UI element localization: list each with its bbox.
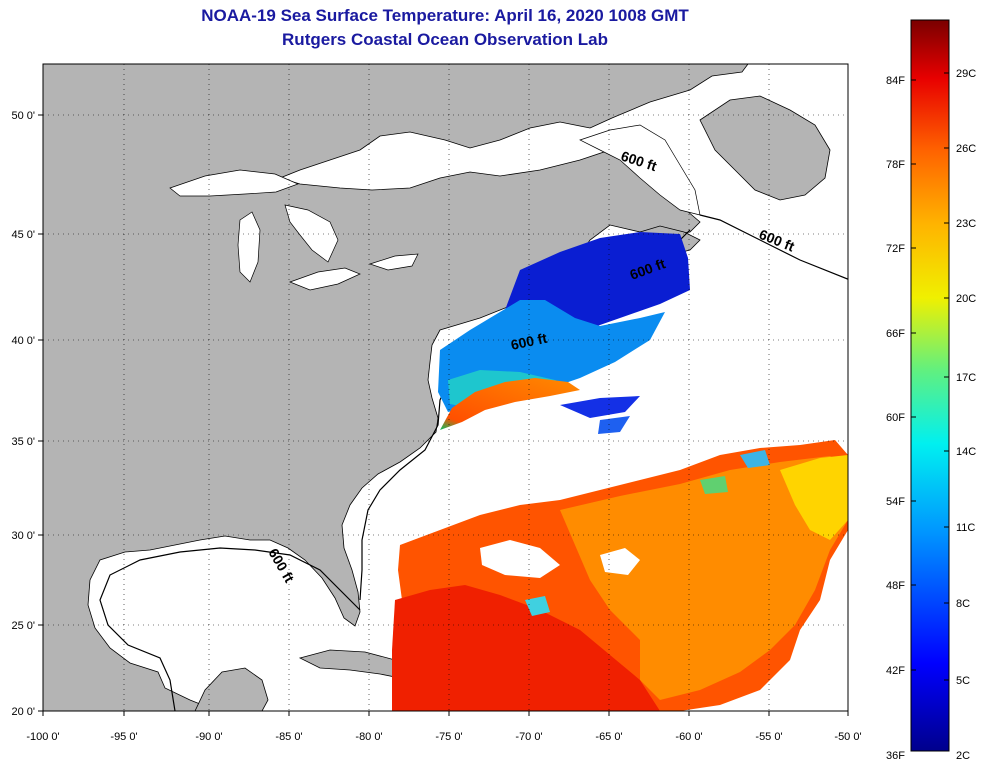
sst-red-region xyxy=(392,585,660,711)
colorbar-f-label: 84F xyxy=(886,75,905,87)
lat-label: 40 0' xyxy=(11,335,35,347)
map-title: NOAA-19 Sea Surface Temperature: April 1… xyxy=(201,6,689,25)
colorbar-c-label: 14C xyxy=(956,446,976,458)
colorbar-c-label: 5C xyxy=(956,675,970,687)
sst-orange-region xyxy=(560,456,848,700)
lat-label: 35 0' xyxy=(11,436,35,448)
lat-label: 45 0' xyxy=(11,229,35,241)
lat-label: 50 0' xyxy=(11,110,35,122)
colorbar-f-label: 72F xyxy=(886,243,905,255)
lon-label: -50 0' xyxy=(834,731,861,743)
colorbar-c-label: 8C xyxy=(956,598,970,610)
cloud-gap-2 xyxy=(600,548,640,575)
lon-label: -65 0' xyxy=(595,731,622,743)
lon-label: -80 0' xyxy=(355,731,382,743)
lat-label: 30 0' xyxy=(11,530,35,542)
colorbar-c-label: 29C xyxy=(956,68,976,80)
sst-gulf-stream xyxy=(440,378,580,430)
colorbar-f-label: 66F xyxy=(886,328,905,340)
contour-label: 600 ft xyxy=(509,330,548,353)
lon-label: -70 0' xyxy=(515,731,542,743)
lon-label: -90 0' xyxy=(195,731,222,743)
map-frame xyxy=(42,63,849,712)
great-lakes xyxy=(169,169,419,291)
sst-green-patch xyxy=(700,476,728,494)
land-newfoundland xyxy=(699,95,831,201)
colorbar-c-label: 2C xyxy=(956,750,970,762)
lon-label: -75 0' xyxy=(435,731,462,743)
gridlines xyxy=(43,64,848,711)
land-north-america xyxy=(43,64,749,711)
lon-label: -55 0' xyxy=(755,731,782,743)
colorbar-f-label: 48F xyxy=(886,580,905,592)
colorbar-f-label: 60F xyxy=(886,412,905,424)
colorbar-f-label: 36F xyxy=(886,750,905,762)
colorbar-c-label: 23C xyxy=(956,218,976,230)
sst-cyan-patch-2 xyxy=(740,450,770,468)
colorbar-c-label: 26C xyxy=(956,143,976,155)
map-subtitle: Rutgers Coastal Ocean Observation Lab xyxy=(282,30,608,49)
colorbar-c-label: 11C xyxy=(956,522,975,534)
colorbar-celsius-labels: 29C 26C 23C 20C 17C 14C 11C 8C 5C 2C xyxy=(956,68,976,762)
lat-label: 25 0' xyxy=(11,620,35,632)
colorbar-fahrenheit-labels: 84F 78F 72F 66F 60F 54F 48F 42F 36F xyxy=(886,75,905,762)
sst-patch-blue-2 xyxy=(598,416,630,434)
lat-label: 20 0' xyxy=(11,706,35,718)
land-yucatan xyxy=(194,667,269,711)
lon-label: -85 0' xyxy=(275,731,302,743)
colorbar-f-label: 78F xyxy=(886,159,905,171)
lon-label: -60 0' xyxy=(675,731,702,743)
lon-label: -95 0' xyxy=(110,731,137,743)
colorbar xyxy=(910,19,950,752)
lon-label: -100 0' xyxy=(26,731,59,743)
colorbar-f-label: 42F xyxy=(886,665,905,677)
sst-cyan-patch xyxy=(525,596,550,616)
colorbar-c-label: 17C xyxy=(956,372,976,384)
colorbar-c-label: 20C xyxy=(956,293,976,305)
sst-yellow-region xyxy=(780,455,848,540)
longitude-labels: -100 0' -95 0' -90 0' -85 0' -80 0' -75 0' -70… xyxy=(26,711,862,743)
colorbar-ticks xyxy=(911,72,949,681)
latitude-labels: 50 0' 45 0' 40 0' 35 0' 30 0' 25 0' 20 0' xyxy=(11,110,43,718)
colorbar-f-label: 54F xyxy=(886,496,905,508)
sst-patch-blue xyxy=(560,396,640,418)
cloud-gap xyxy=(480,540,560,578)
